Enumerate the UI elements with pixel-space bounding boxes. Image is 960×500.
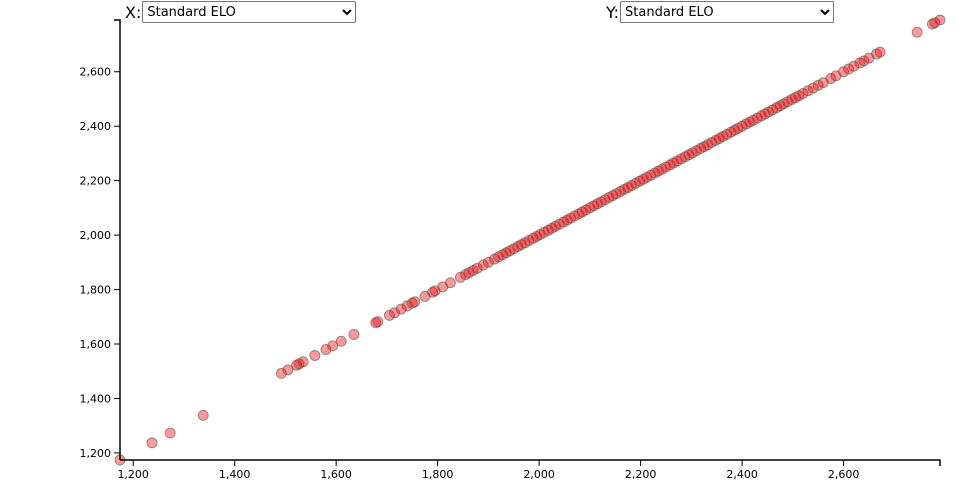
y-tick-label: 1,800 xyxy=(80,284,112,297)
data-point xyxy=(477,259,489,271)
data-point xyxy=(309,349,321,361)
data-point xyxy=(389,307,401,319)
y-tick-label: 1,200 xyxy=(80,447,112,460)
data-point xyxy=(911,26,923,38)
data-point xyxy=(929,17,941,29)
data-point xyxy=(282,364,294,376)
x-tick-label: 1,200 xyxy=(117,468,149,481)
x-tick: 1,800 xyxy=(422,460,454,481)
y-tick: 2,000 xyxy=(80,229,120,242)
data-point xyxy=(858,55,870,67)
x-tick-label: 1,600 xyxy=(320,468,352,481)
x-tick-label: 2,600 xyxy=(828,468,860,481)
data-point xyxy=(297,356,309,368)
y-tick: 1,400 xyxy=(80,392,120,405)
data-point xyxy=(383,309,395,321)
y-tick-label: 2,000 xyxy=(80,229,112,242)
y-select-label: Y: xyxy=(606,2,620,22)
data-point xyxy=(372,316,384,328)
x-tick: 2,000 xyxy=(523,460,555,481)
x-tick: 2,600 xyxy=(828,460,860,481)
x-select-label: X: xyxy=(125,2,142,22)
data-point xyxy=(934,14,946,26)
data-point xyxy=(471,262,483,274)
x-tick: 1,200 xyxy=(117,460,149,481)
x-tick-label: 1,400 xyxy=(219,468,251,481)
x-tick: 2,400 xyxy=(726,460,758,481)
x-tick: 1,600 xyxy=(320,460,352,481)
data-point xyxy=(444,277,456,289)
data-point xyxy=(874,46,886,58)
data-point xyxy=(454,271,466,283)
y-tick-label: 2,200 xyxy=(80,175,112,188)
y-tick: 2,400 xyxy=(80,120,120,133)
data-point xyxy=(848,60,860,72)
data-point xyxy=(327,340,339,352)
x-tick-label: 1,800 xyxy=(422,468,454,481)
data-point xyxy=(797,88,809,100)
x-axis-line xyxy=(120,459,941,466)
y-tick-label: 1,600 xyxy=(80,338,112,351)
x-tick: 1,400 xyxy=(219,460,251,481)
data-point xyxy=(335,335,347,347)
data-point xyxy=(320,343,332,355)
y-tick-label: 1,400 xyxy=(80,392,112,405)
y-tick: 2,600 xyxy=(80,66,120,79)
data-point xyxy=(825,73,837,85)
data-point xyxy=(146,437,158,449)
y-tick: 2,200 xyxy=(80,175,120,188)
data-point xyxy=(409,296,421,308)
data-point xyxy=(482,256,494,268)
data-point xyxy=(275,367,287,379)
x-tick-label: 2,200 xyxy=(625,468,657,481)
y-tick: 1,800 xyxy=(80,284,120,297)
y-tick: 1,200 xyxy=(80,447,120,460)
y-axis-control: Y: Standard ELO xyxy=(606,1,835,23)
y-axis-line xyxy=(114,19,121,460)
y-axis-select[interactable]: Standard ELO xyxy=(620,1,835,23)
data-point xyxy=(395,303,407,315)
y-tick: 1,600 xyxy=(80,338,120,351)
y-tick-label: 2,600 xyxy=(80,66,112,79)
data-point xyxy=(197,409,209,421)
x-axis-control: X: Standard ELO xyxy=(125,1,357,23)
data-point xyxy=(807,82,819,94)
data-point xyxy=(838,66,850,78)
data-point xyxy=(802,85,814,97)
data-point xyxy=(164,427,176,439)
data-point xyxy=(843,63,855,75)
y-tick-label: 2,400 xyxy=(80,120,112,133)
data-point xyxy=(812,79,824,91)
points-layer xyxy=(114,14,946,466)
x-tick: 2,200 xyxy=(625,460,657,481)
data-point xyxy=(348,328,360,340)
x-axis-select[interactable]: Standard ELO xyxy=(142,1,357,23)
x-tick-label: 2,000 xyxy=(523,468,555,481)
x-tick-label: 2,400 xyxy=(726,468,758,481)
